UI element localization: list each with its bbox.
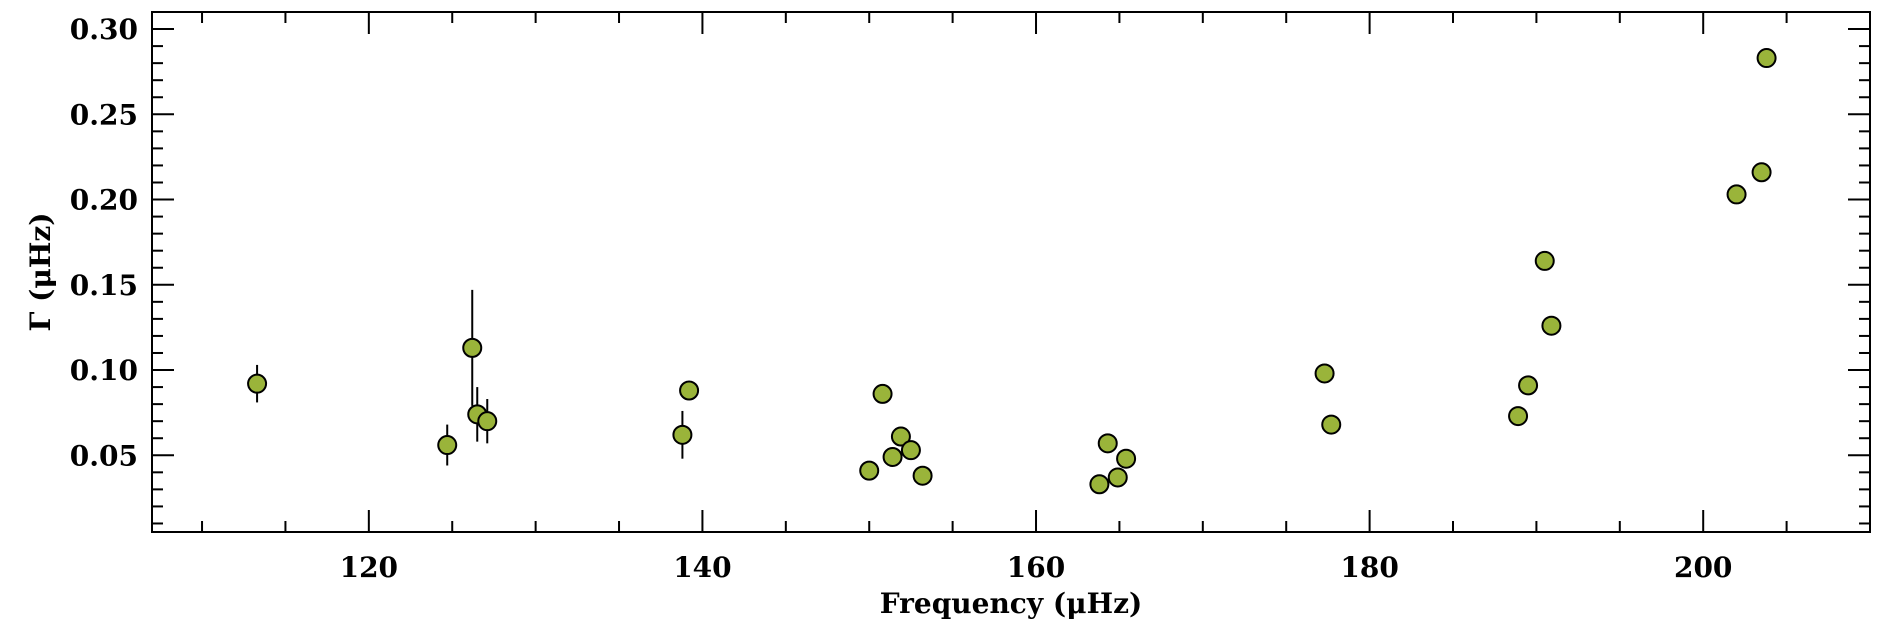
data-point	[1097, 433, 1118, 454]
y-tick-label: 0.30	[70, 13, 138, 46]
data-point	[890, 426, 911, 447]
data-point	[462, 337, 483, 358]
x-tick-label: 120	[340, 551, 398, 584]
data-point	[1726, 184, 1747, 205]
error-bars	[256, 289, 684, 466]
data-point	[672, 424, 693, 445]
data-point	[1518, 375, 1539, 396]
y-tick-label: 0.25	[70, 98, 138, 131]
y-tick-label: 0.05	[70, 439, 138, 472]
data-point	[437, 435, 458, 456]
x-axis-label: Frequency (μHz)	[880, 587, 1142, 620]
data-point	[872, 383, 893, 404]
y-tick-label: 0.15	[70, 269, 138, 302]
data-point	[679, 380, 700, 401]
x-tick-label: 200	[1674, 551, 1732, 584]
plot-frame	[151, 11, 1871, 533]
data-point	[1321, 414, 1342, 435]
data-point	[1541, 315, 1562, 336]
data-point	[882, 446, 903, 467]
x-tick-label: 160	[1007, 551, 1065, 584]
data-points	[247, 48, 1777, 495]
data-point	[912, 465, 933, 486]
y-tick-label: 0.20	[70, 184, 138, 217]
x-tick-label: 180	[1340, 551, 1398, 584]
data-point	[900, 440, 921, 461]
data-point	[1508, 406, 1529, 427]
axis-ticks	[152, 12, 1871, 532]
y-axis-label: Γ (μHz)	[24, 213, 57, 332]
data-point	[247, 373, 268, 394]
data-point	[477, 411, 498, 432]
x-tick-label: 140	[673, 551, 731, 584]
data-point	[1089, 474, 1110, 495]
y-tick-label: 0.10	[70, 354, 138, 387]
data-point	[859, 460, 880, 481]
y-tick-labels: 0.05 0.10 0.15 0.20 0.25 0.30	[70, 13, 138, 472]
data-point	[1534, 250, 1555, 271]
data-point	[1314, 363, 1335, 384]
data-point	[1107, 467, 1128, 488]
x-tick-labels: 120 140 160 180 200	[340, 551, 1733, 584]
data-point	[1751, 162, 1772, 183]
data-point	[1116, 448, 1137, 469]
data-point	[1756, 48, 1777, 69]
